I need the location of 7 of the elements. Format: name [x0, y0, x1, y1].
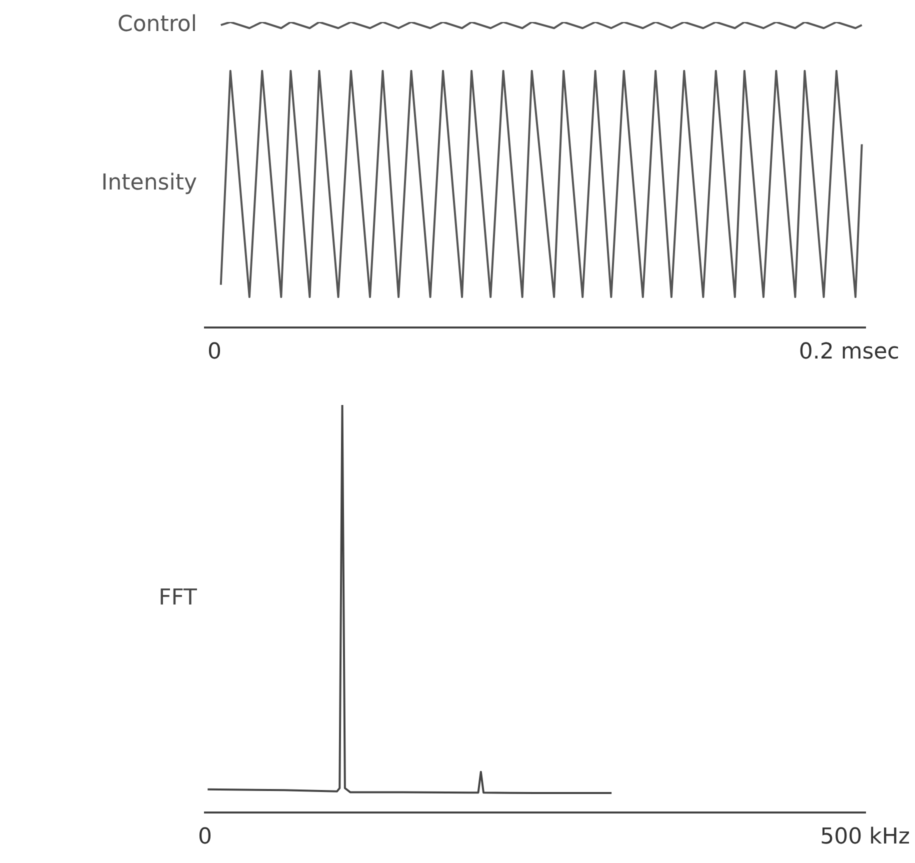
x-tick-label: 0 — [208, 340, 222, 365]
series-label: Control — [117, 12, 197, 37]
x-tick-label: 500 kHz — [820, 824, 910, 850]
x-tick-label: 0.2 msec — [798, 340, 900, 365]
x-tick-label: 0 — [198, 824, 212, 850]
series-label: Intensity — [101, 170, 197, 196]
text: FFT — [158, 586, 198, 611]
